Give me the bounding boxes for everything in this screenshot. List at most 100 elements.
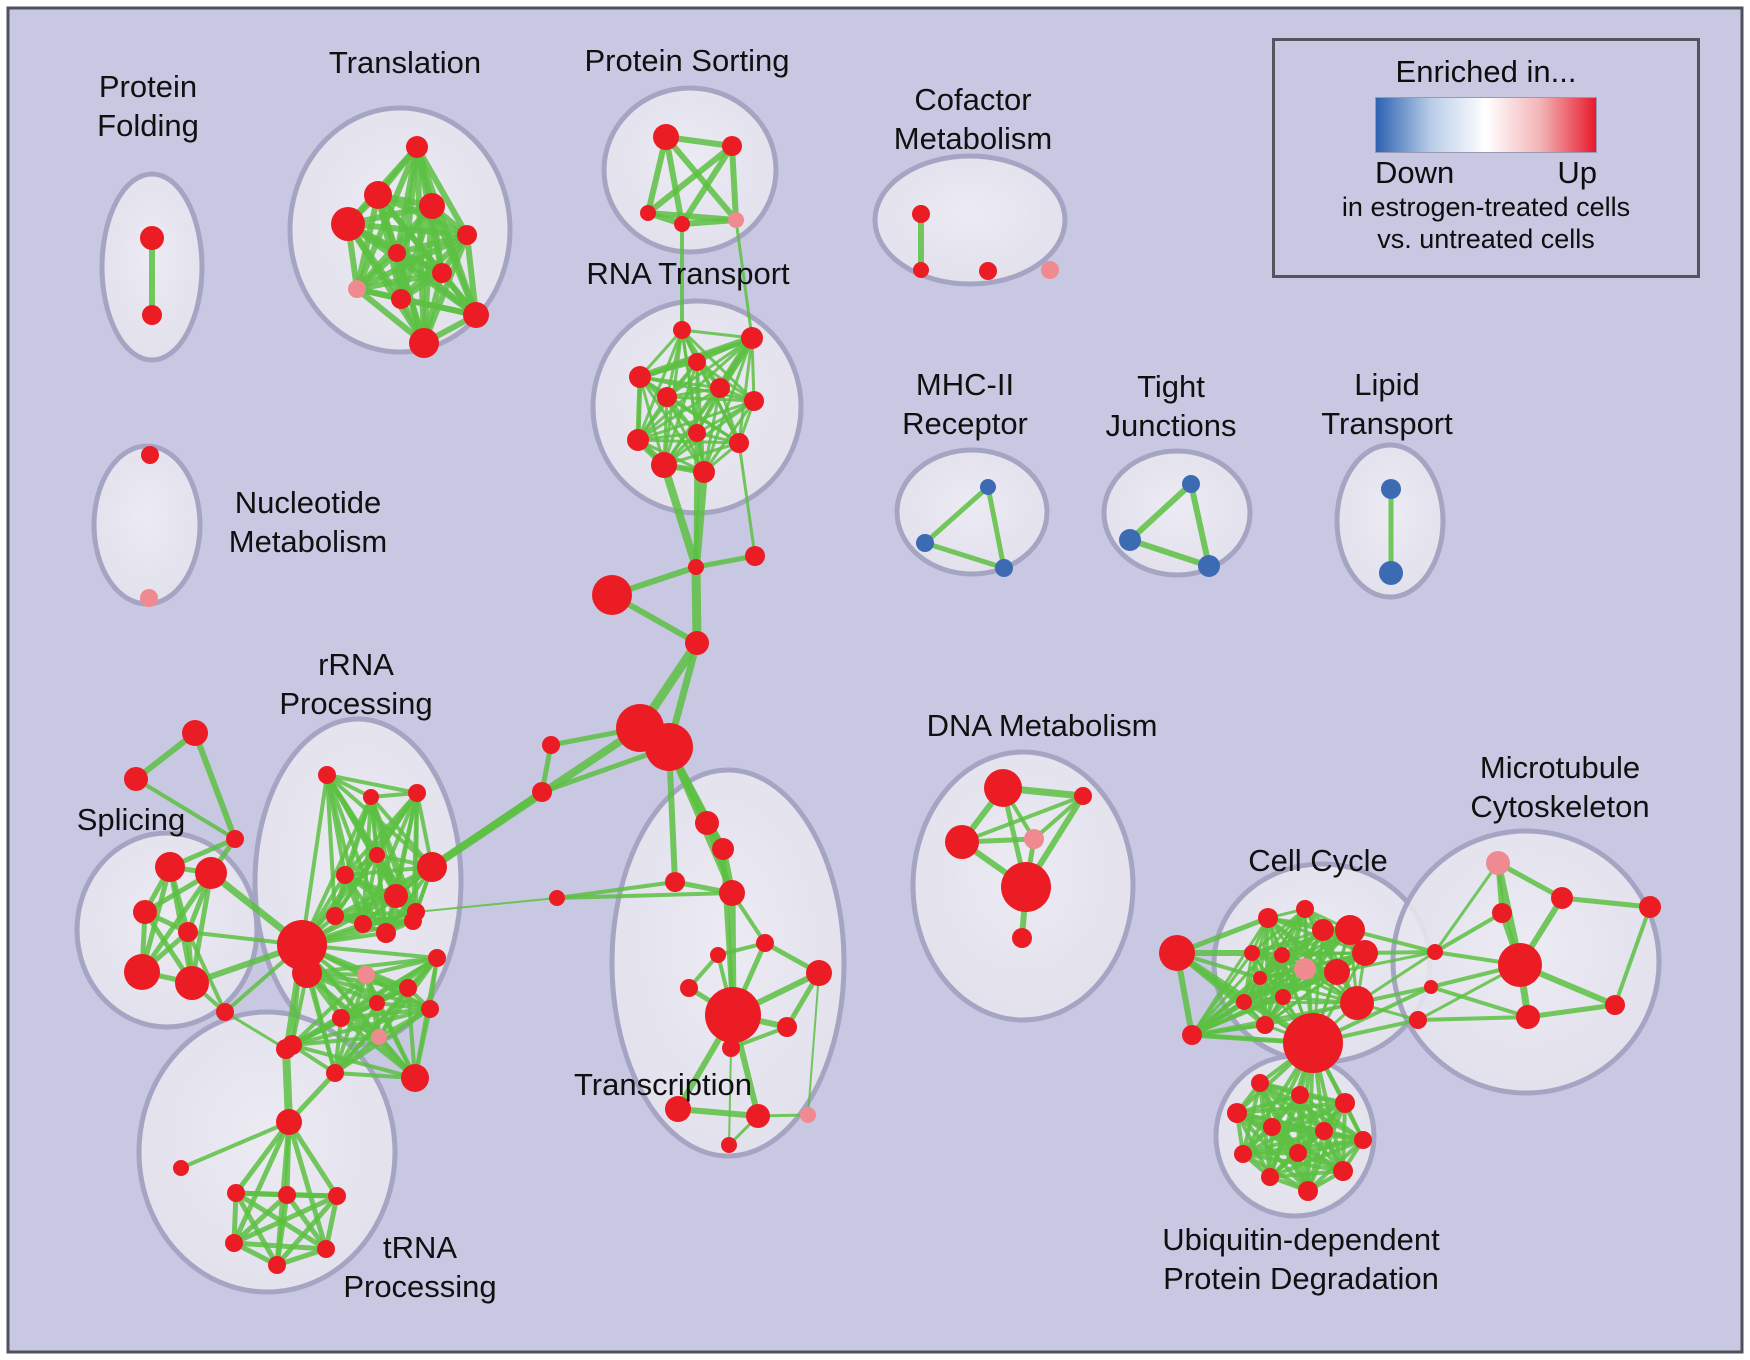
network-node-d0[interactable] [984, 769, 1022, 807]
network-node-tr2[interactable] [226, 830, 244, 848]
network-node-c4[interactable] [542, 736, 560, 754]
network-node-s2[interactable] [133, 900, 157, 924]
network-node-a12[interactable] [357, 966, 375, 984]
network-node-x13[interactable] [746, 1104, 770, 1128]
network-node-s6[interactable] [216, 1003, 234, 1021]
network-node-tl8[interactable] [391, 289, 411, 309]
network-node-x5[interactable] [756, 934, 774, 952]
network-node-x1[interactable] [665, 872, 685, 892]
network-node-tl9[interactable] [463, 302, 489, 328]
network-node-ps1[interactable] [722, 136, 742, 156]
network-node-lp0[interactable] [1381, 479, 1401, 499]
network-node-tr0[interactable] [182, 720, 208, 746]
network-node-m3[interactable] [1498, 943, 1542, 987]
network-node-g7[interactable] [1274, 947, 1290, 963]
network-node-x2[interactable] [695, 811, 719, 835]
network-node-ta[interactable] [276, 1109, 302, 1135]
network-node-tb0[interactable] [173, 1160, 189, 1176]
network-node-cf3[interactable] [1041, 261, 1059, 279]
network-node-a4[interactable] [336, 866, 354, 884]
network-node-mh0[interactable] [980, 479, 996, 495]
network-node-g10[interactable] [1324, 959, 1350, 985]
network-node-d5[interactable] [1012, 928, 1032, 948]
network-node-gbig[interactable] [1159, 935, 1195, 971]
network-node-u10[interactable] [1261, 1168, 1279, 1186]
network-node-u1[interactable] [1291, 1086, 1309, 1104]
network-node-ps3[interactable] [674, 216, 690, 232]
network-node-a13[interactable] [428, 949, 446, 967]
network-node-g6[interactable] [1244, 945, 1260, 961]
network-node-x15[interactable] [721, 1137, 737, 1153]
network-node-u2[interactable] [1335, 1093, 1355, 1113]
network-node-H2[interactable] [292, 958, 322, 988]
network-node-x3[interactable] [712, 838, 734, 860]
network-node-u4[interactable] [1263, 1118, 1281, 1136]
network-node-a15[interactable] [369, 995, 385, 1011]
network-node-a18[interactable] [371, 1029, 387, 1045]
network-node-tl5[interactable] [388, 244, 406, 262]
network-node-tl2[interactable] [331, 207, 365, 241]
network-node-tu[interactable] [276, 1039, 296, 1059]
network-node-nm1[interactable] [140, 589, 158, 607]
network-node-a2[interactable] [408, 784, 426, 802]
network-node-s3[interactable] [178, 922, 198, 942]
network-node-r3[interactable] [629, 366, 651, 388]
network-node-pf0[interactable] [140, 226, 164, 250]
network-node-g3[interactable] [1312, 919, 1334, 941]
network-node-a21[interactable] [401, 1064, 429, 1092]
network-node-tj1[interactable] [1119, 529, 1141, 551]
network-node-tb4[interactable] [225, 1234, 243, 1252]
network-node-a1[interactable] [363, 789, 379, 805]
network-node-r0[interactable] [673, 321, 691, 339]
network-node-u0[interactable] [1251, 1074, 1269, 1092]
network-node-tj2[interactable] [1198, 555, 1220, 577]
network-node-u8[interactable] [1289, 1144, 1307, 1162]
network-node-c5[interactable] [532, 782, 552, 802]
network-node-tr1[interactable] [124, 767, 148, 791]
network-node-r4[interactable] [710, 378, 730, 398]
network-node-g5[interactable] [1352, 940, 1378, 966]
network-node-cf1[interactable] [913, 262, 929, 278]
network-node-g2[interactable] [1296, 900, 1314, 918]
network-node-g14[interactable] [1182, 1025, 1202, 1045]
network-node-g15[interactable] [1340, 986, 1374, 1020]
network-node-u6[interactable] [1354, 1131, 1372, 1149]
network-node-x4[interactable] [719, 880, 745, 906]
network-node-r5[interactable] [657, 387, 677, 407]
network-node-r2[interactable] [688, 353, 706, 371]
network-node-x7[interactable] [680, 979, 698, 997]
network-node-pf1[interactable] [142, 305, 162, 325]
network-node-ps4[interactable] [728, 212, 744, 228]
network-node-r7[interactable] [688, 424, 706, 442]
network-node-tl3[interactable] [419, 193, 445, 219]
network-node-r8[interactable] [627, 429, 649, 451]
network-node-a0[interactable] [318, 766, 336, 784]
network-node-nm0[interactable] [141, 446, 159, 464]
network-node-s4[interactable] [124, 954, 160, 990]
network-node-u3[interactable] [1227, 1103, 1247, 1123]
network-node-c3[interactable] [685, 631, 709, 655]
network-node-c1[interactable] [745, 546, 765, 566]
network-node-H[interactable] [277, 920, 327, 970]
network-node-s1[interactable] [195, 857, 227, 889]
network-node-g13[interactable] [1256, 1016, 1274, 1034]
network-node-x9[interactable] [705, 987, 761, 1043]
network-node-x6[interactable] [710, 947, 726, 963]
network-node-tl1[interactable] [364, 181, 392, 209]
network-node-hub2[interactable] [645, 723, 693, 771]
network-node-a16[interactable] [421, 1000, 439, 1018]
network-node-ps0[interactable] [653, 124, 679, 150]
network-node-a14[interactable] [399, 979, 417, 997]
network-node-a20[interactable] [326, 1064, 344, 1082]
network-node-s0[interactable] [155, 852, 185, 882]
network-node-tb1[interactable] [227, 1184, 245, 1202]
network-node-d2[interactable] [945, 825, 979, 859]
network-node-d3[interactable] [1024, 829, 1044, 849]
network-node-tb5[interactable] [317, 1240, 335, 1258]
network-node-s5[interactable] [175, 966, 209, 1000]
network-node-tl10[interactable] [409, 328, 439, 358]
network-node-r11[interactable] [693, 461, 715, 483]
network-node-tb3[interactable] [328, 1187, 346, 1205]
network-node-k1[interactable] [1424, 980, 1438, 994]
network-node-tj0[interactable] [1182, 475, 1200, 493]
